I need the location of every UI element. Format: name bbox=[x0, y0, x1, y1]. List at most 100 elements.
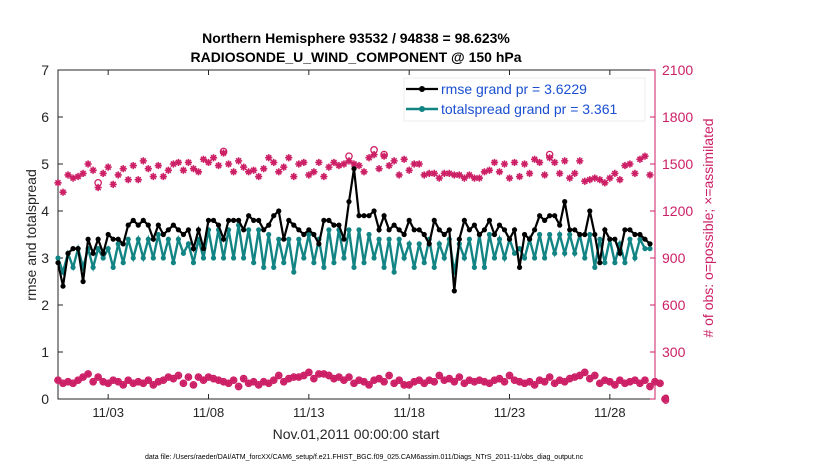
y-tick-label-left: 3 bbox=[41, 250, 49, 266]
obs-assimilated-marker bbox=[355, 161, 363, 170]
chart-title-line-2: RADIOSONDE_U_WIND_COMPONENT @ 150 hPa bbox=[190, 49, 521, 65]
totalspread-point bbox=[120, 260, 126, 266]
obs-assimilated-marker bbox=[94, 373, 102, 381]
obs-assimilated-marker bbox=[240, 163, 248, 171]
obs-assimilated-marker bbox=[611, 169, 619, 177]
obs-assimilated-marker bbox=[74, 172, 82, 181]
obs-assimilated-marker bbox=[400, 155, 408, 163]
rmse-point bbox=[155, 222, 161, 228]
obs-assimilated-marker bbox=[295, 160, 303, 168]
obs-assimilated-marker bbox=[626, 378, 634, 386]
obs-assimilated-marker bbox=[325, 163, 333, 171]
obs-assimilated-marker bbox=[375, 165, 383, 173]
y-tick-label-right: 2100 bbox=[662, 62, 693, 78]
obs-assimilated-marker bbox=[129, 379, 137, 387]
obs-assimilated-marker bbox=[541, 378, 549, 386]
totalspread-point bbox=[627, 236, 633, 242]
rmse-point bbox=[436, 227, 442, 233]
obs-assimilated-marker bbox=[99, 169, 107, 177]
rmse-point bbox=[220, 236, 227, 242]
rmse-point bbox=[557, 222, 563, 228]
rmse-point bbox=[441, 231, 447, 238]
totalspread-point bbox=[230, 255, 237, 261]
obs-assimilated-marker bbox=[430, 169, 438, 177]
x-tick-label: 11/23 bbox=[494, 405, 526, 420]
obs-assimilated-marker bbox=[54, 179, 62, 187]
rmse-point bbox=[261, 227, 267, 233]
obs-assimilated-marker bbox=[245, 168, 253, 176]
y-tick-label-left: 0 bbox=[41, 391, 49, 407]
obs-assimilated-marker bbox=[510, 158, 519, 167]
rmse-point bbox=[426, 241, 432, 247]
obs-assimilated-marker bbox=[480, 168, 489, 176]
obs-assimilated-marker bbox=[536, 376, 544, 384]
totalspread-point bbox=[461, 255, 467, 261]
obs-assimilated-marker bbox=[54, 376, 62, 384]
rmse-point bbox=[130, 217, 136, 223]
rmse-point bbox=[612, 236, 618, 242]
totalspread-point bbox=[306, 231, 312, 238]
x-tick-label: 11/28 bbox=[594, 405, 626, 420]
totalspread-point bbox=[521, 255, 528, 261]
y-tick-label-right: 600 bbox=[662, 297, 686, 313]
obs-assimilated-marker bbox=[124, 176, 132, 184]
y-tick-label-right: 1200 bbox=[662, 203, 693, 219]
y-tick-label-left: 1 bbox=[41, 344, 49, 360]
rmse-point bbox=[351, 166, 357, 172]
legend-marker-rmse bbox=[419, 86, 425, 92]
obs-assimilated-marker bbox=[265, 379, 273, 387]
totalspread-point bbox=[622, 260, 628, 266]
rmse-point bbox=[587, 208, 593, 214]
rmse-point bbox=[276, 208, 282, 214]
obs-assimilated-marker bbox=[541, 171, 549, 179]
totalspread-point bbox=[592, 264, 598, 270]
obs-assimilated-marker bbox=[450, 171, 458, 179]
obs-assimilated-marker bbox=[340, 376, 348, 384]
rmse-point bbox=[501, 227, 508, 233]
obs-assimilated-marker bbox=[435, 371, 443, 380]
rmse-point bbox=[316, 241, 322, 247]
obs-assimilated-marker bbox=[189, 165, 198, 173]
totalspread-point bbox=[381, 264, 387, 270]
rmse-point bbox=[225, 217, 232, 223]
obs-assimilated-marker bbox=[525, 378, 534, 386]
obs-assimilated-marker bbox=[219, 378, 228, 386]
obs-assimilated-marker bbox=[330, 375, 338, 383]
rmse-point bbox=[286, 217, 292, 223]
obs-assimilated-marker bbox=[390, 157, 398, 165]
rmse-point bbox=[542, 217, 548, 223]
rmse-point bbox=[456, 236, 462, 242]
obs-assimilated-marker bbox=[265, 154, 273, 162]
obs-assimilated-marker bbox=[325, 371, 333, 380]
obs-assimilated-marker bbox=[390, 379, 398, 387]
obs-assimilated-marker bbox=[144, 165, 152, 173]
obs-assimilated-marker bbox=[515, 172, 524, 181]
totalspread-point bbox=[190, 260, 197, 266]
obs-assimilated-marker bbox=[581, 368, 589, 376]
obs-assimilated-marker bbox=[280, 163, 288, 171]
obs-assimilated-marker bbox=[621, 379, 629, 387]
rmse-point bbox=[215, 222, 222, 228]
obs-assimilated-marker bbox=[245, 379, 253, 387]
totalspread-point bbox=[632, 255, 638, 261]
totalspread-point bbox=[341, 255, 347, 261]
obs-assimilated-marker bbox=[164, 373, 172, 381]
rmse-point bbox=[562, 199, 568, 205]
obs-assimilated-marker bbox=[460, 174, 468, 182]
obs-assimilated-marker bbox=[250, 166, 258, 174]
totalspread-point bbox=[386, 236, 392, 242]
obs-assimilated-marker bbox=[59, 379, 67, 387]
obs-assimilated-marker bbox=[179, 379, 188, 387]
obs-assimilated-marker bbox=[335, 373, 343, 381]
rmse-point bbox=[160, 231, 166, 238]
rmse-point bbox=[466, 227, 472, 233]
obs-assimilated-marker bbox=[546, 154, 554, 162]
totalspread-point bbox=[210, 255, 217, 261]
rmse-point bbox=[471, 222, 477, 228]
rmse-point bbox=[336, 222, 342, 228]
rmse-point bbox=[607, 236, 613, 242]
obs-assimilated-marker bbox=[94, 183, 102, 192]
obs-assimilated-marker bbox=[636, 379, 644, 387]
obs-assimilated-marker bbox=[586, 176, 594, 184]
